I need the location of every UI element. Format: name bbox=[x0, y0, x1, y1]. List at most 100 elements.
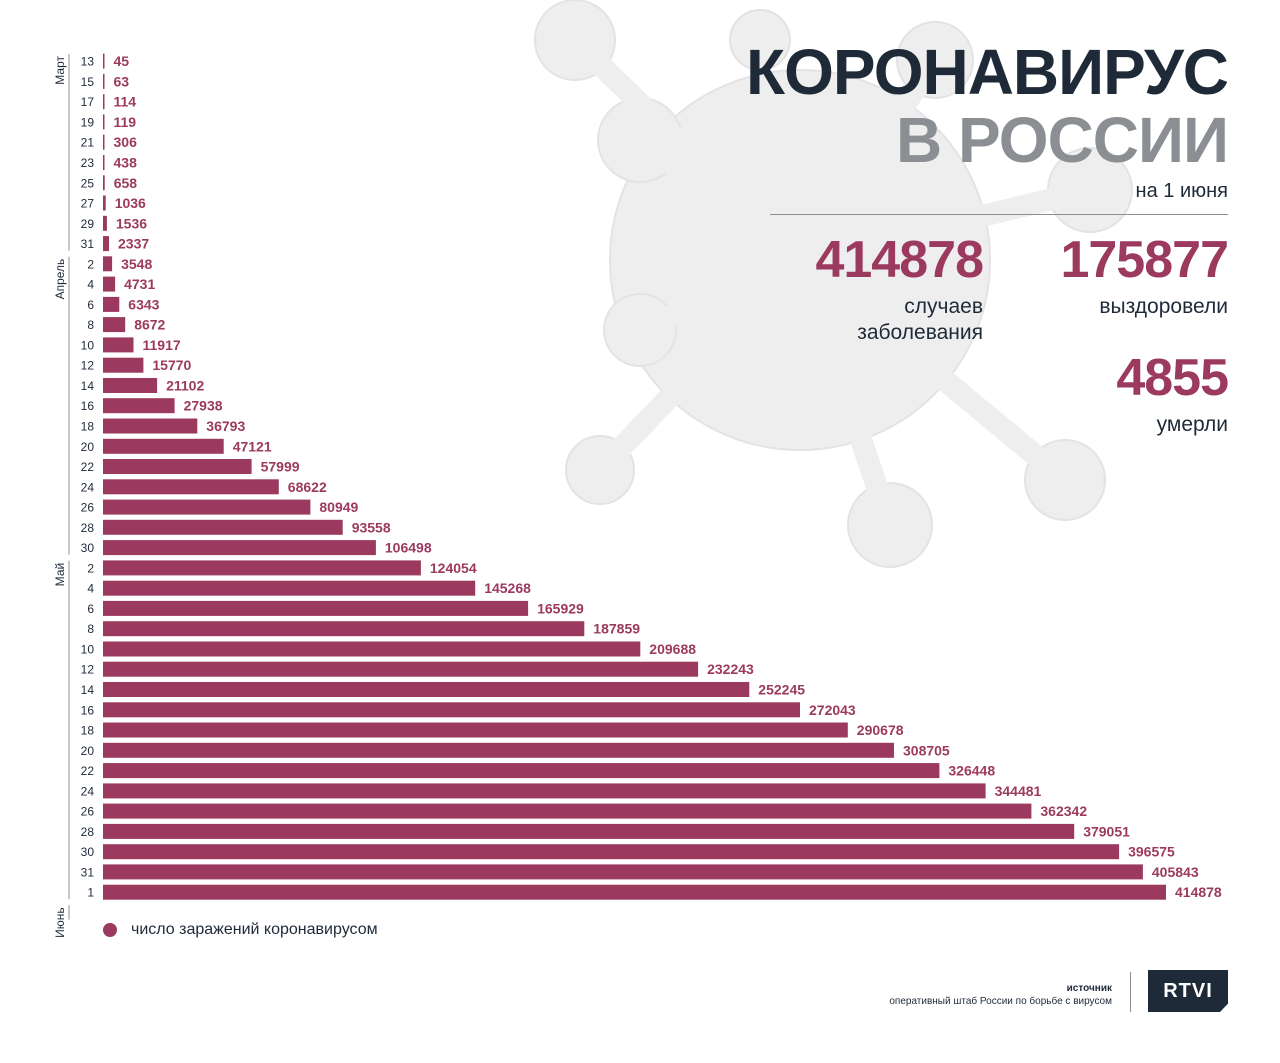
category-tick-label: 31 bbox=[81, 865, 95, 879]
category-tick-label: 12 bbox=[81, 359, 95, 373]
bar-value-label: 27938 bbox=[184, 398, 223, 414]
bar-value-label: 414878 bbox=[1175, 884, 1222, 900]
bar bbox=[103, 600, 529, 616]
bar-value-label: 362342 bbox=[1040, 803, 1087, 819]
category-tick-label: 16 bbox=[81, 399, 95, 413]
bar bbox=[103, 73, 105, 89]
bar bbox=[103, 844, 1120, 860]
category-tick-label: 30 bbox=[81, 541, 95, 555]
category-tick-label: 23 bbox=[81, 156, 95, 170]
bar-value-label: 405843 bbox=[1152, 864, 1199, 880]
header-divider bbox=[770, 214, 1228, 215]
category-tick-label: 16 bbox=[81, 703, 95, 717]
bar bbox=[103, 256, 113, 272]
bar-value-label: 396575 bbox=[1128, 844, 1175, 860]
bar bbox=[103, 195, 106, 211]
category-tick-label: 28 bbox=[81, 825, 95, 839]
source-text: оперативный штаб России по борьбе с виру… bbox=[889, 995, 1112, 1007]
bar bbox=[103, 438, 224, 454]
bar-value-label: 308705 bbox=[903, 742, 950, 758]
bar-value-label: 306 bbox=[114, 134, 138, 150]
bar-value-label: 80949 bbox=[319, 499, 358, 515]
stat-cases-label: случаев заболевания bbox=[857, 295, 983, 345]
bar bbox=[103, 682, 750, 697]
category-tick-label: 13 bbox=[81, 55, 95, 69]
bar bbox=[103, 783, 986, 799]
category-tick-label: 6 bbox=[87, 602, 94, 616]
legend-marker bbox=[103, 923, 117, 937]
bar-value-label: 8672 bbox=[134, 317, 165, 333]
category-tick-label: 14 bbox=[81, 379, 95, 393]
category-tick-label: 18 bbox=[81, 420, 95, 434]
chart-legend: число заражений коронавирусом bbox=[103, 921, 378, 939]
bar bbox=[103, 317, 126, 333]
bar-value-label: 145268 bbox=[484, 580, 531, 596]
bar-value-label: 290678 bbox=[857, 722, 904, 738]
category-tick-label: 18 bbox=[81, 724, 95, 738]
month-label: Апрель bbox=[53, 259, 67, 300]
logo-text: RTVI bbox=[1163, 979, 1213, 1002]
legend-label: число заражений коронавирусом bbox=[131, 921, 378, 938]
bar-value-label: 4731 bbox=[124, 276, 155, 292]
bar bbox=[103, 53, 105, 69]
bar bbox=[103, 134, 105, 150]
category-tick-label: 24 bbox=[81, 784, 95, 798]
category-tick-label: 25 bbox=[81, 176, 95, 190]
bar-value-label: 187859 bbox=[593, 621, 640, 637]
bar-value-label: 379051 bbox=[1083, 823, 1130, 839]
bar-value-label: 45 bbox=[114, 53, 130, 69]
bar-value-label: 15770 bbox=[152, 357, 191, 373]
bar bbox=[103, 580, 476, 596]
source-divider bbox=[1130, 972, 1131, 1012]
bar-value-label: 11917 bbox=[143, 337, 181, 353]
page-title: КОРОНАВИРУС В РОССИИ bbox=[746, 40, 1229, 176]
bar-value-label: 106498 bbox=[385, 540, 432, 556]
category-tick-label: 28 bbox=[81, 521, 95, 535]
bar-value-label: 438 bbox=[114, 155, 138, 171]
bar bbox=[103, 418, 198, 434]
category-tick-label: 24 bbox=[81, 480, 95, 494]
bar-value-label: 93558 bbox=[352, 519, 391, 535]
logo-background bbox=[1148, 970, 1228, 1012]
bar bbox=[103, 823, 1075, 839]
bar-value-label: 232243 bbox=[707, 661, 754, 677]
bar bbox=[103, 94, 105, 110]
month-label: Июнь bbox=[53, 907, 67, 938]
category-tick-label: 8 bbox=[87, 318, 94, 332]
bar bbox=[103, 378, 158, 393]
category-tick-label: 4 bbox=[87, 278, 94, 292]
title-line-2: В РОССИИ bbox=[895, 104, 1229, 176]
stat-deaths: 4855 умерли bbox=[1116, 352, 1229, 438]
bar bbox=[103, 864, 1143, 880]
bar-value-label: 3548 bbox=[121, 256, 152, 272]
bar-value-label: 2337 bbox=[118, 236, 149, 252]
category-tick-label: 22 bbox=[81, 460, 95, 474]
category-tick-label: 2 bbox=[87, 257, 94, 271]
category-tick-label: 10 bbox=[81, 643, 95, 657]
category-tick-label: 8 bbox=[87, 622, 94, 636]
bar-value-label: 658 bbox=[114, 175, 138, 191]
bar-value-label: 6343 bbox=[128, 296, 159, 312]
month-label: Март bbox=[53, 56, 67, 85]
bar bbox=[103, 296, 120, 312]
bar-value-label: 119 bbox=[114, 114, 137, 130]
bar-value-label: 47121 bbox=[233, 438, 272, 454]
bar-value-label: 272043 bbox=[809, 702, 856, 718]
category-tick-label: 20 bbox=[81, 744, 95, 758]
date-label: на 1 июня bbox=[1135, 180, 1228, 202]
bar bbox=[103, 641, 641, 657]
category-tick-label: 31 bbox=[81, 237, 95, 251]
category-tick-label: 20 bbox=[81, 440, 95, 454]
bar bbox=[103, 114, 105, 130]
bar-value-label: 209688 bbox=[649, 641, 696, 657]
category-tick-label: 27 bbox=[81, 197, 95, 211]
stat-recovered: 175877 выздоровели bbox=[1060, 234, 1229, 320]
bar-value-label: 1036 bbox=[115, 195, 146, 211]
bar bbox=[103, 560, 421, 576]
bar bbox=[103, 803, 1032, 819]
bar-value-label: 68622 bbox=[288, 479, 327, 495]
bar-value-label: 114 bbox=[114, 94, 137, 110]
bar-value-label: 21102 bbox=[166, 378, 204, 394]
bar-value-label: 344481 bbox=[995, 783, 1042, 799]
bar-value-label: 57999 bbox=[261, 459, 300, 475]
